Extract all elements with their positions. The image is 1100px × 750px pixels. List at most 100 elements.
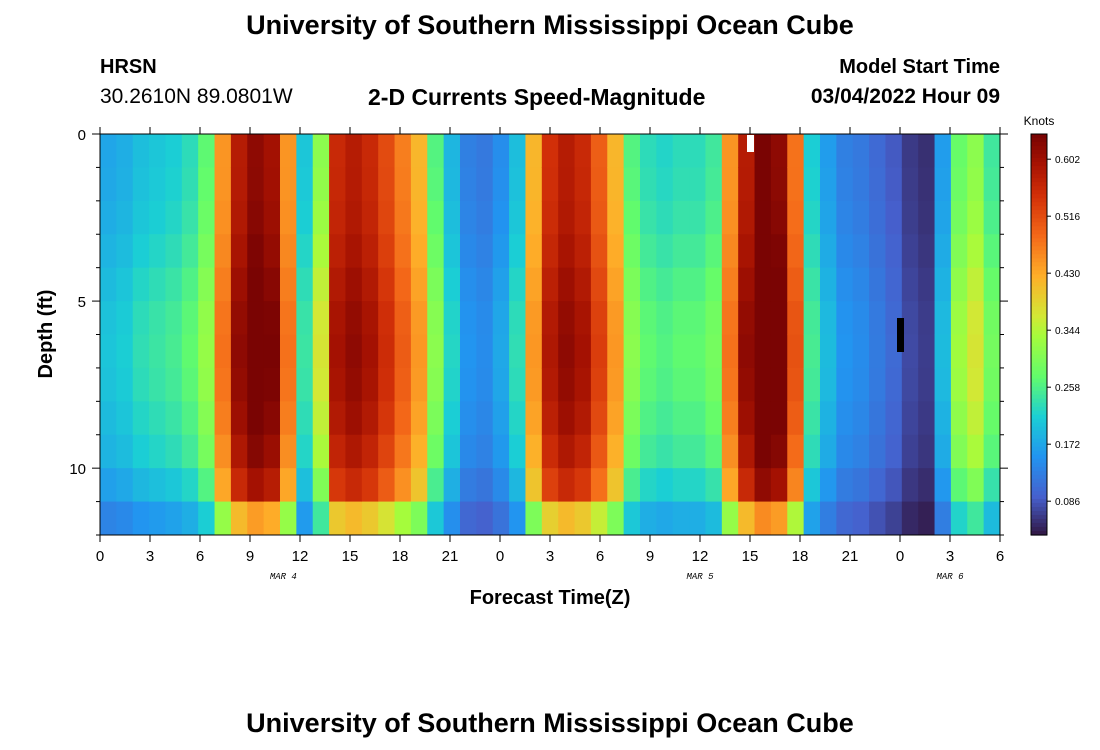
heatmap-cell <box>885 501 903 535</box>
heatmap-cell <box>885 234 903 269</box>
colorbar-segment <box>1031 186 1047 191</box>
heatmap-cell <box>869 167 887 202</box>
heatmap-cell <box>836 301 854 336</box>
heatmap-cell <box>918 167 936 202</box>
colorbar-segment <box>1031 138 1047 143</box>
heatmap-cell <box>738 434 756 469</box>
heatmap-cell <box>443 234 461 269</box>
heatmap-cell <box>770 167 788 202</box>
heatmap-cell <box>525 234 543 269</box>
heatmap-cell <box>165 234 183 269</box>
heatmap-cell <box>803 234 821 269</box>
heatmap-cell <box>427 301 445 336</box>
heatmap-cell <box>525 434 543 469</box>
colorbar: Knots 0.602 0.516 0.430 0.344 0.258 0.172 0.086 <box>1024 114 1080 536</box>
heatmap-cell <box>492 367 510 402</box>
heatmap-cell <box>230 501 248 535</box>
heatmap-cell <box>770 468 788 503</box>
heatmap-cell <box>329 234 347 269</box>
heatmap-cell <box>836 134 854 169</box>
heatmap-cell <box>689 434 707 469</box>
heatmap-cell <box>901 401 919 436</box>
colorbar-segment <box>1031 402 1047 408</box>
heatmap-cell <box>181 167 199 202</box>
heatmap-cell <box>443 334 461 369</box>
x-tick-label: 12 <box>692 548 709 565</box>
heatmap-cell <box>214 401 232 436</box>
heatmap-cell <box>950 167 968 202</box>
colorbar-tick-label: 0.516 <box>1055 212 1080 223</box>
heatmap-cell <box>885 367 903 402</box>
heatmap-cell <box>950 367 968 402</box>
heatmap-cell <box>280 234 297 269</box>
heatmap-cell <box>689 367 707 402</box>
heatmap-cell <box>525 367 543 402</box>
heatmap-cell <box>640 234 657 269</box>
heatmap-cell <box>312 334 330 369</box>
heatmap-cell <box>967 267 985 302</box>
y-axis-title: Depth (ft) <box>35 290 57 379</box>
heatmap-cell <box>345 501 363 535</box>
colorbar-segment <box>1031 178 1047 183</box>
heatmap-cell <box>165 167 183 202</box>
heatmap-cell <box>770 301 788 336</box>
heatmap-cell <box>607 234 625 269</box>
heatmap-cell <box>918 234 936 269</box>
heatmap-cell <box>165 501 183 535</box>
heatmap-cell <box>754 134 772 169</box>
colorbar-segment <box>1031 202 1047 207</box>
heatmap-cell <box>165 334 183 369</box>
heatmap-cell <box>558 200 576 235</box>
heatmap-cell <box>427 468 445 503</box>
heatmap-cell <box>460 401 477 436</box>
heatmap-cell <box>378 468 396 503</box>
heatmap-cell <box>149 234 167 269</box>
heatmap-cell <box>214 334 232 369</box>
heatmap-cell <box>230 134 248 169</box>
heatmap-cell <box>492 334 510 369</box>
heatmap-cell <box>198 401 216 436</box>
colorbar-segment <box>1031 514 1047 520</box>
colorbar-segment <box>1031 270 1047 275</box>
heatmap-cell <box>443 367 461 402</box>
heatmap-cell <box>770 401 788 436</box>
colorbar-segment <box>1031 182 1047 187</box>
heatmap-cell <box>689 501 707 535</box>
heatmap-cell <box>100 334 117 369</box>
heatmap-cell <box>869 401 887 436</box>
heatmap-cell <box>607 301 625 336</box>
station-id: HRSN <box>100 56 157 78</box>
heatmap-cell <box>770 200 788 235</box>
heatmap-cell <box>623 167 641 202</box>
heatmap-cell <box>476 301 494 336</box>
heatmap-cell <box>247 134 265 169</box>
colorbar-segment <box>1031 378 1047 384</box>
heatmap-cell <box>427 234 445 269</box>
heatmap-cell <box>950 434 968 469</box>
heatmap-cell <box>836 234 854 269</box>
heatmap-cell <box>836 401 854 436</box>
heatmap-cell <box>149 401 167 436</box>
heatmap-cell <box>656 200 674 235</box>
heatmap-cell <box>574 134 592 169</box>
heatmap-cell <box>820 167 837 202</box>
heatmap-cell <box>640 167 657 202</box>
heatmap-cell <box>656 267 674 302</box>
heatmap-cell <box>738 401 756 436</box>
heatmap-cell <box>656 301 674 336</box>
date-label: MAR 6 <box>936 572 964 582</box>
heatmap-cell <box>918 267 936 302</box>
heatmap-cell <box>230 401 248 436</box>
heatmap-cell <box>901 134 919 169</box>
heatmap-cell <box>165 267 183 302</box>
heatmap-cell <box>460 134 477 169</box>
heatmap-cell <box>116 501 134 535</box>
data-gap-marker-dark <box>897 318 904 352</box>
heatmap-cell <box>558 434 576 469</box>
x-tick-label: 15 <box>742 548 759 565</box>
colorbar-segment <box>1031 146 1047 151</box>
colorbar-segment <box>1031 390 1047 396</box>
colorbar-segment <box>1031 354 1047 360</box>
heatmap-cell <box>427 434 445 469</box>
heatmap-cell <box>754 468 772 503</box>
